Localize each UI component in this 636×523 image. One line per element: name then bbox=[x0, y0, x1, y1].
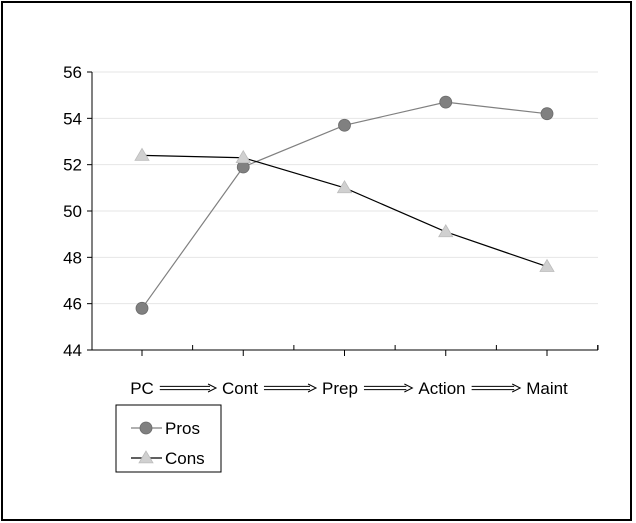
data-point bbox=[135, 301, 149, 315]
legend-label: Cons bbox=[165, 449, 205, 468]
y-tick-label: 50 bbox=[63, 202, 82, 221]
arrow-icon bbox=[363, 383, 414, 393]
legend-box bbox=[115, 404, 222, 473]
legend-item-pros: Pros bbox=[131, 419, 200, 438]
data-point bbox=[139, 421, 153, 435]
category-label: Maint bbox=[526, 379, 568, 398]
arrow-icon bbox=[159, 383, 218, 393]
series-pros bbox=[135, 95, 554, 315]
data-point bbox=[439, 95, 453, 109]
arrow-icon bbox=[263, 383, 318, 393]
x-ticks bbox=[141, 345, 599, 356]
category-labels: PC Cont Prep Action Maint bbox=[130, 379, 568, 398]
y-tick-label: 56 bbox=[63, 63, 82, 82]
data-point bbox=[138, 450, 154, 464]
data-point bbox=[540, 107, 554, 121]
y-tick-labels: 44 46 48 50 52 54 56 bbox=[63, 63, 92, 360]
data-point bbox=[336, 180, 353, 194]
category-label: PC bbox=[130, 379, 154, 398]
series-line bbox=[141, 101, 548, 309]
series-cons bbox=[134, 147, 555, 272]
data-point bbox=[539, 258, 555, 272]
category-label: Action bbox=[418, 379, 465, 398]
y-tick-label: 52 bbox=[63, 156, 82, 175]
legend-item-cons: Cons bbox=[131, 449, 205, 468]
gridlines bbox=[92, 71, 598, 305]
legend: Pros Cons bbox=[115, 404, 222, 473]
series-layer bbox=[134, 95, 555, 315]
y-tick-label: 44 bbox=[63, 341, 82, 360]
data-point bbox=[235, 149, 251, 164]
data-point bbox=[438, 224, 454, 238]
data-point bbox=[134, 147, 150, 161]
y-tick-label: 54 bbox=[63, 109, 82, 128]
y-tick-label: 46 bbox=[63, 295, 82, 314]
data-point bbox=[338, 118, 351, 132]
arrow-icon bbox=[471, 383, 522, 393]
category-label: Prep bbox=[322, 379, 358, 398]
category-label: Cont bbox=[222, 379, 258, 398]
legend-label: Pros bbox=[165, 419, 200, 438]
y-tick-label: 48 bbox=[63, 248, 82, 267]
